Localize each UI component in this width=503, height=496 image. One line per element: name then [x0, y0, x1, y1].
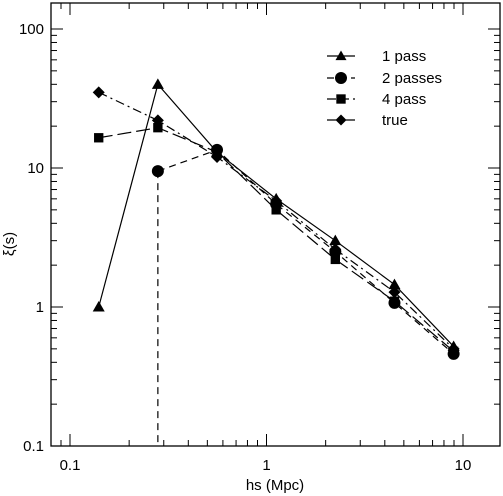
data-point-square	[271, 205, 281, 215]
data-point-diamond	[388, 286, 401, 299]
data-point-diamond	[151, 114, 164, 127]
legend-item: 2 passes	[327, 70, 442, 87]
series-line	[98, 91, 455, 350]
y-tick-label: 100	[19, 21, 44, 38]
series-4-pass	[94, 123, 459, 356]
axis-ticks	[51, 3, 500, 446]
series-line	[98, 127, 455, 352]
data-point-triangle	[335, 50, 347, 61]
data-point-diamond	[335, 114, 347, 126]
legend-label: 4 pass	[382, 91, 426, 108]
data-point-circle	[335, 72, 347, 84]
data-point-square	[389, 296, 400, 306]
x-tick-label: 10	[455, 457, 472, 474]
data-point-triangle	[388, 278, 401, 290]
data-point-diamond	[447, 342, 460, 355]
data-point-circle	[151, 165, 164, 178]
data-point-diamond	[92, 86, 105, 99]
series-2-passes	[151, 143, 460, 446]
series-line	[157, 149, 455, 355]
x-tick-label: 1	[262, 457, 270, 474]
legend-item: 1 pass	[327, 48, 426, 65]
data-point-triangle	[329, 234, 342, 246]
legend-label: true	[382, 112, 408, 129]
legend-item: 4 pass	[327, 91, 426, 108]
legend: 1 pass 2 passes 4 pass true	[327, 48, 442, 129]
axis-tick-labels: 0.1 1 10 0.1 1 10 100	[19, 21, 471, 474]
data-point-square	[336, 94, 346, 104]
y-axis-title: ξ(s)	[1, 232, 18, 256]
series-true	[92, 86, 460, 355]
data-point-diamond	[329, 243, 342, 256]
plot-frame	[50, 2, 501, 447]
data-point-square	[330, 254, 340, 265]
legend-label: 2 passes	[382, 70, 442, 87]
x-axis-title: hs (Mpc)	[246, 477, 304, 494]
y-tick-label: 0.1	[23, 438, 44, 455]
y-tick-label: 10	[27, 160, 44, 177]
data-point-diamond	[270, 194, 283, 207]
data-point-triangle	[151, 78, 164, 89]
data-point-square	[94, 133, 104, 143]
data-point-triangle	[92, 301, 105, 312]
series-layer	[92, 78, 460, 446]
y-tick-label: 1	[36, 299, 44, 316]
legend-item: true	[327, 112, 408, 129]
data-point-square	[153, 123, 163, 133]
data-point-diamond	[211, 150, 224, 163]
x-tick-label: 0.1	[60, 457, 81, 474]
legend-label: 1 pass	[382, 48, 426, 65]
